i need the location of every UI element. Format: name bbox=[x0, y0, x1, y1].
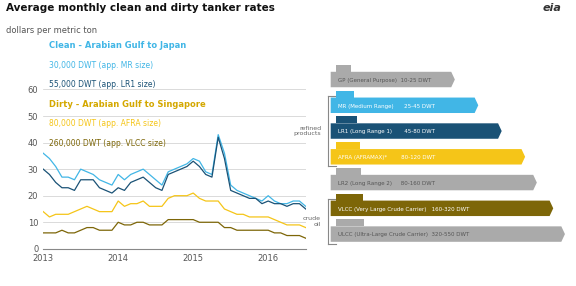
Text: Clean - Arabian Gulf to Japan: Clean - Arabian Gulf to Japan bbox=[49, 41, 186, 50]
Polygon shape bbox=[331, 123, 502, 139]
Polygon shape bbox=[335, 168, 361, 175]
Polygon shape bbox=[331, 226, 565, 242]
Polygon shape bbox=[331, 98, 478, 113]
Text: LR2 (Long Range 2)     80-160 DWT: LR2 (Long Range 2) 80-160 DWT bbox=[338, 181, 435, 186]
Text: 55,000 DWT (app. LR1 size): 55,000 DWT (app. LR1 size) bbox=[49, 80, 156, 89]
Text: AFRA (AFRAMAX)*        80-120 DWT: AFRA (AFRAMAX)* 80-120 DWT bbox=[338, 155, 435, 160]
Text: ULCC (Ultra-Large Crude Carrier)  320-550 DWT: ULCC (Ultra-Large Crude Carrier) 320-550… bbox=[338, 232, 469, 237]
Text: eia: eia bbox=[543, 3, 562, 13]
Text: VLCC (Very Large Crude Carrier)   160-320 DWT: VLCC (Very Large Crude Carrier) 160-320 … bbox=[338, 206, 469, 212]
Polygon shape bbox=[335, 116, 357, 123]
Text: MR (Medium Range)      25-45 DWT: MR (Medium Range) 25-45 DWT bbox=[338, 104, 435, 109]
Polygon shape bbox=[331, 175, 537, 190]
Text: crude
oil: crude oil bbox=[303, 216, 321, 227]
Polygon shape bbox=[331, 72, 455, 87]
Text: 260,000 DWT (app. VLCC size): 260,000 DWT (app. VLCC size) bbox=[49, 139, 166, 148]
Polygon shape bbox=[331, 200, 553, 216]
Polygon shape bbox=[335, 142, 359, 149]
Text: GP (General Purpose)  10-25 DWT: GP (General Purpose) 10-25 DWT bbox=[338, 78, 431, 83]
Text: dollars per metric ton: dollars per metric ton bbox=[6, 26, 97, 35]
Text: 30,000 DWT (app. MR size): 30,000 DWT (app. MR size) bbox=[49, 61, 153, 70]
Polygon shape bbox=[335, 65, 351, 72]
Text: refined
products: refined products bbox=[293, 126, 321, 136]
Text: 80,000 DWT (app. AFRA size): 80,000 DWT (app. AFRA size) bbox=[49, 119, 161, 128]
Polygon shape bbox=[335, 219, 365, 226]
Polygon shape bbox=[335, 91, 354, 98]
Text: LR1 (Long Range 1)       45-80 DWT: LR1 (Long Range 1) 45-80 DWT bbox=[338, 129, 435, 134]
Text: Dirty - Arabian Gulf to Singapore: Dirty - Arabian Gulf to Singapore bbox=[49, 100, 206, 109]
Polygon shape bbox=[335, 194, 363, 200]
Polygon shape bbox=[331, 149, 525, 164]
Text: Average monthly clean and dirty tanker rates: Average monthly clean and dirty tanker r… bbox=[6, 3, 275, 13]
